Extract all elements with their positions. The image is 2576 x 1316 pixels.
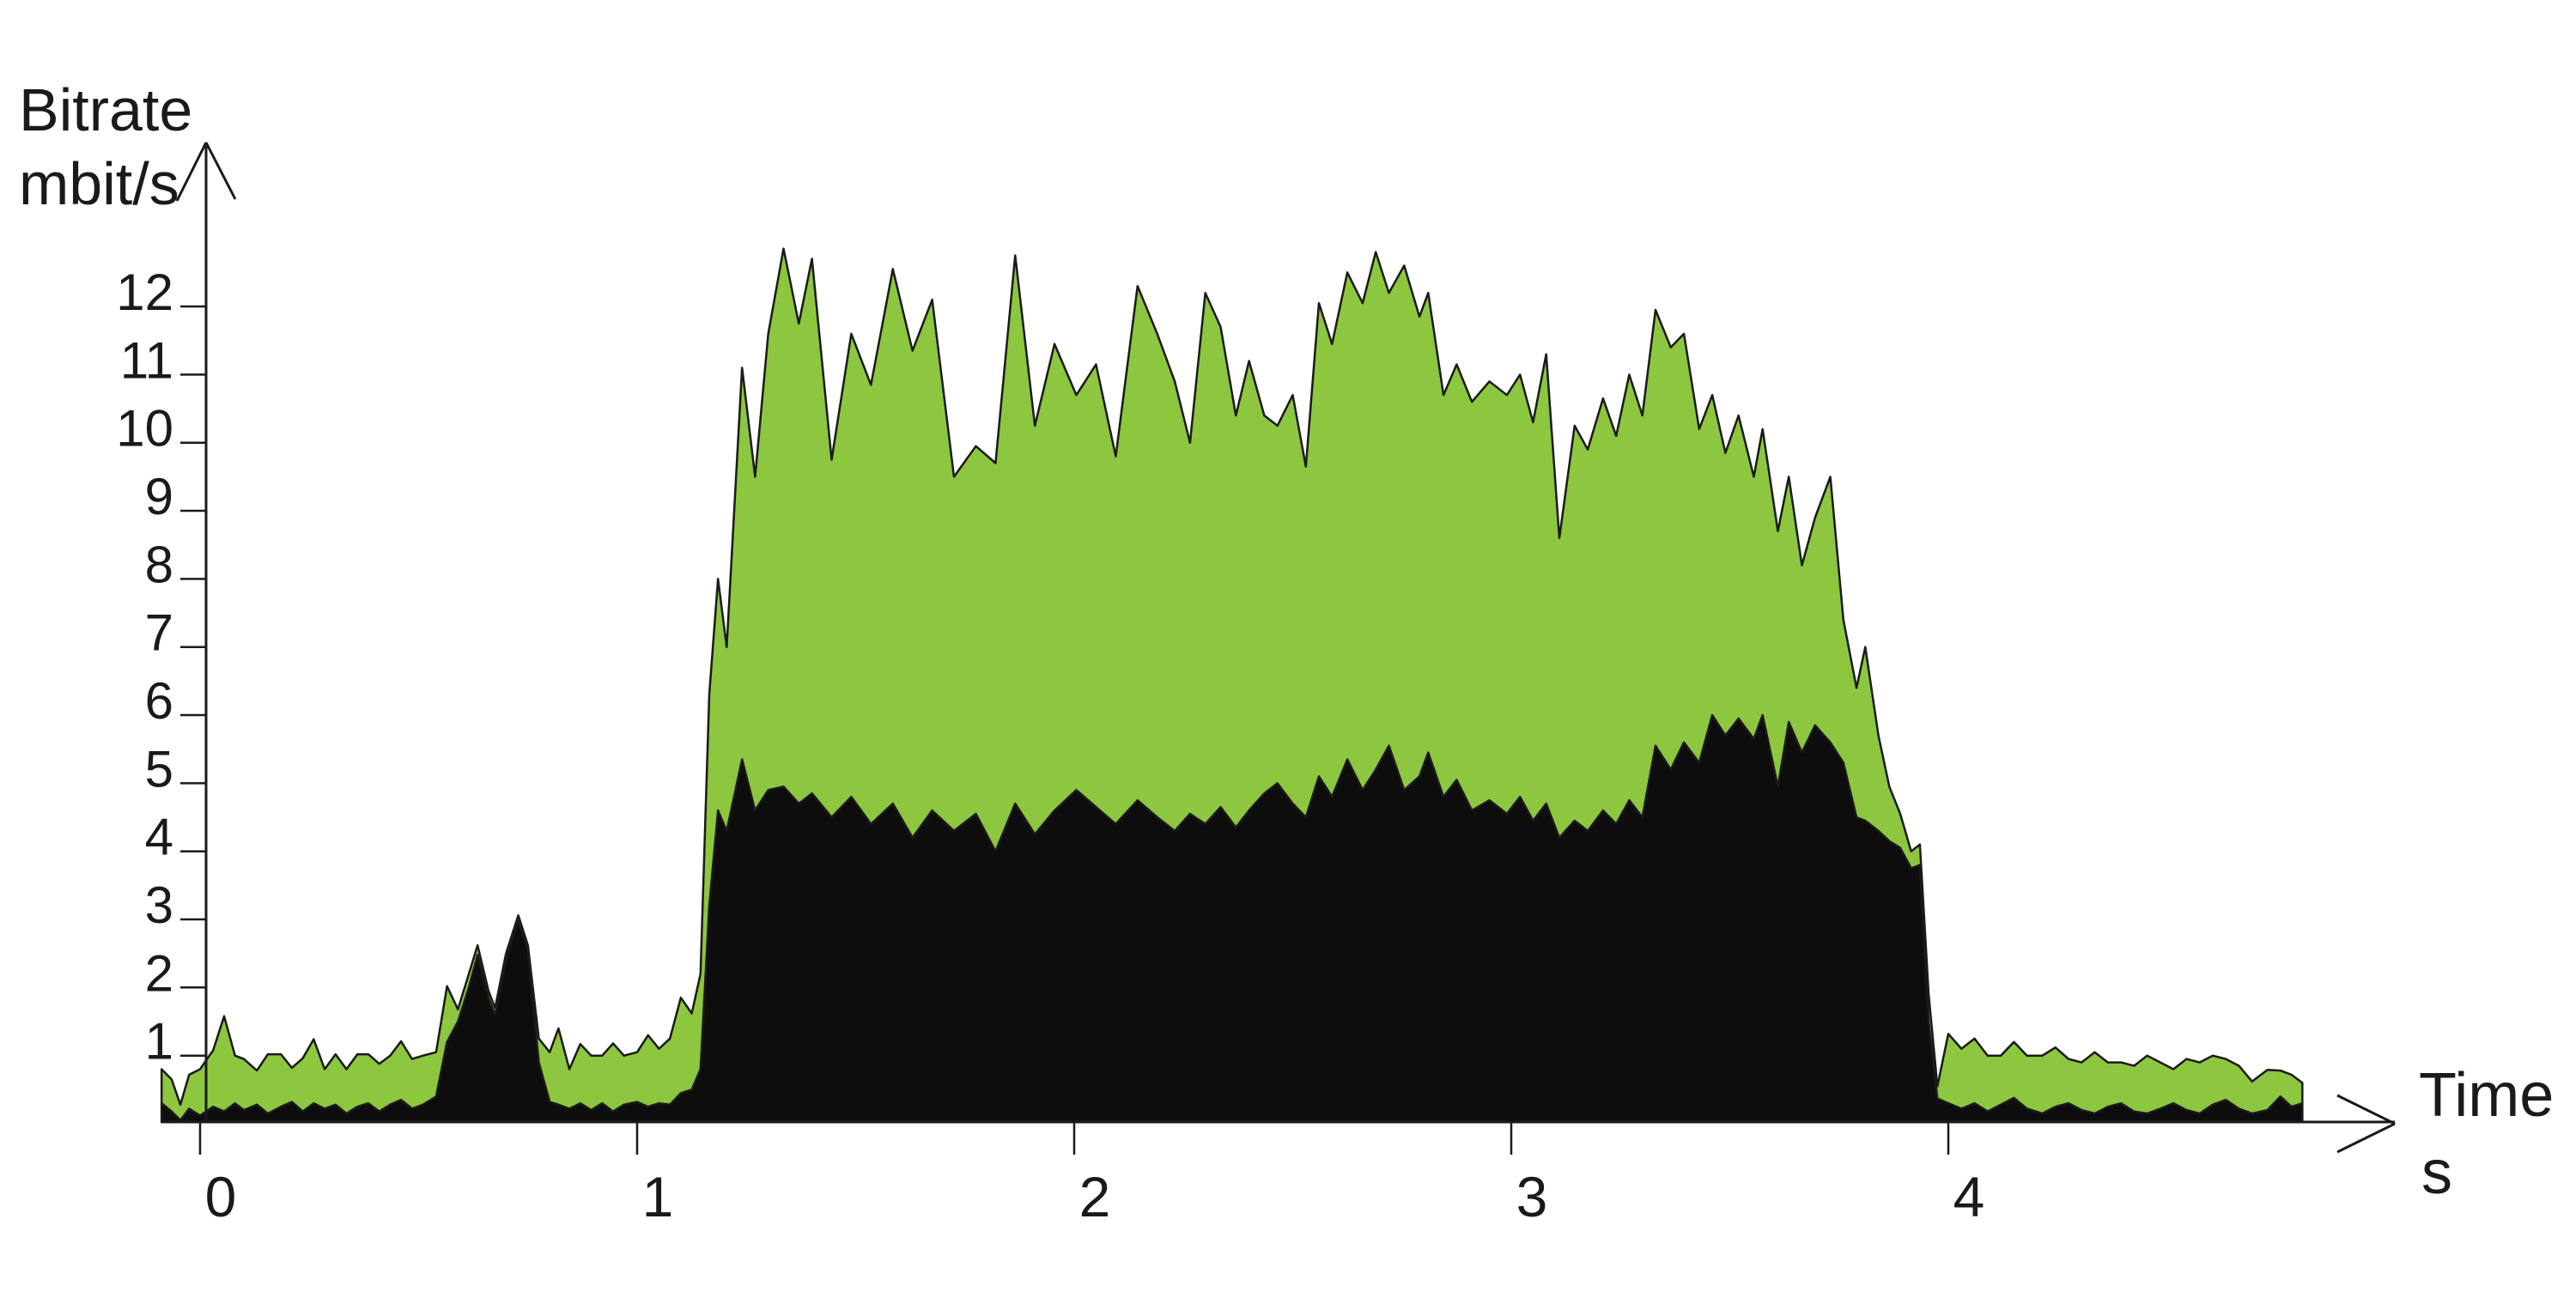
base-bitrate-area bbox=[160, 713, 2304, 1124]
y-axis-tick-label: 9 bbox=[145, 468, 173, 525]
x-axis-tick-label: 2 bbox=[1079, 1165, 1111, 1228]
x-axis-arrowhead-icon bbox=[2336, 1094, 2396, 1154]
y-axis-tick-label: 1 bbox=[145, 1013, 173, 1070]
y-axis-tick-label: 8 bbox=[145, 536, 173, 593]
y-axis-unit-label: mbit/s bbox=[19, 150, 179, 217]
y-axis-tick-label: 4 bbox=[145, 809, 173, 866]
x-axis-tick-label: 4 bbox=[1953, 1165, 1985, 1228]
y-axis-tick-label: 6 bbox=[145, 672, 173, 730]
x-axis-tick-label: 3 bbox=[1516, 1165, 1548, 1228]
x-axis-unit-label: s bbox=[2421, 1138, 2452, 1207]
x-axis-label-time: Time bbox=[2419, 1061, 2554, 1130]
x-axis-tick-label: 1 bbox=[642, 1165, 674, 1228]
y-axis-tick-label: 7 bbox=[145, 604, 173, 662]
y-axis-tick-label: 11 bbox=[120, 331, 173, 389]
y-axis-tick-label: 2 bbox=[145, 944, 173, 1002]
y-axis-tick-label: 12 bbox=[116, 264, 173, 321]
y-axis-arrowhead-icon bbox=[175, 142, 237, 202]
y-axis-label-bitrate: Bitrate bbox=[19, 76, 192, 143]
x-axis-ticks: 0 1 2 3 4 bbox=[198, 1122, 1985, 1228]
y-axis-tick-label: 3 bbox=[145, 876, 173, 934]
y-axis-tick-label: 5 bbox=[145, 740, 173, 797]
y-axis-tick-label: 10 bbox=[116, 400, 173, 458]
x-axis-tick-label: 0 bbox=[205, 1165, 237, 1228]
